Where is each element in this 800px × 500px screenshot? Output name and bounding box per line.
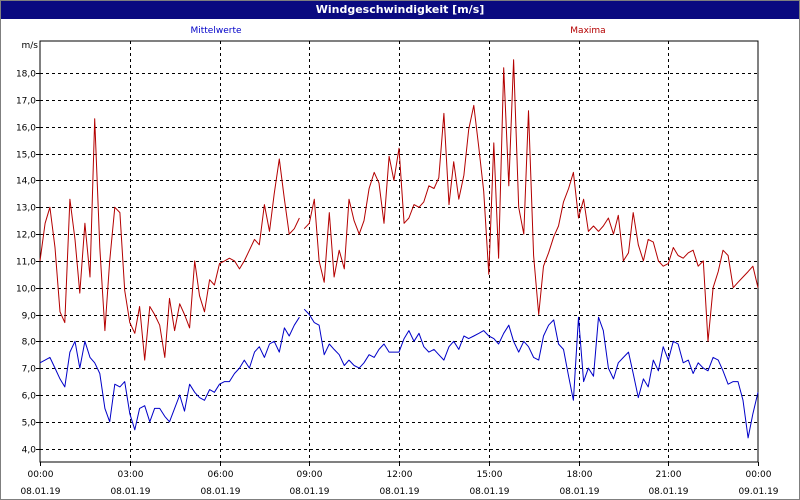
x-tick-label-time: 12:00 [387,470,413,480]
x-tick-label-time: 06:00 [208,470,234,480]
y-tick-label: 17,0 [16,97,36,107]
x-tick-label-time: 15:00 [477,470,503,480]
series-lines [39,59,759,439]
x-tick-label-date: 08.01.19 [20,487,60,497]
x-tick-label-date: 08.01.19 [648,487,688,497]
series-line-mittelwerte [39,316,300,431]
series-line-mittelwerte [303,308,759,439]
x-tick-label-time: 03:00 [118,470,144,480]
x-tick-label-time: 09:00 [297,470,323,480]
axes [36,40,759,466]
x-tick-label-date: 08.01.19 [110,487,150,497]
tick-labels: 4,0 5,0 6,0 7,0 8,0 9,0 10,0 11,0 12,0 13,0 14,0 15… [16,70,779,498]
y-tick-label: 18,0 [16,70,36,80]
legend-maxima: Maxima [570,26,605,36]
y-tick-label: 15,0 [16,151,36,161]
y-tick-label: 12,0 [16,231,36,241]
y-tick-label: 7,0 [22,365,37,375]
y-axis-label: m/s [22,41,39,51]
grid [40,41,758,462]
x-tick-label-date: 08.01.19 [469,487,509,497]
x-tick-label-date: 08.01.19 [379,487,419,497]
y-tick-label: 10,0 [16,285,36,295]
y-tick-label: 14,0 [16,177,36,187]
y-tick-label: 5,0 [22,419,37,429]
series-line-maxima [39,118,300,361]
x-tick-label-time: 21:00 [656,470,682,480]
y-tick-label: 4,0 [22,446,37,456]
y-tick-label: 9,0 [22,312,37,322]
y-tick-label: 8,0 [22,338,37,348]
series-line-maxima [303,59,759,342]
x-tick-label-time: 18:00 [567,470,593,480]
legend-mittelwerte: Mittelwerte [190,26,241,36]
y-tick-label: 6,0 [22,392,37,402]
x-tick-label-date: 08.01.19 [200,487,240,497]
x-tick-label-date: 09.01.19 [738,487,778,497]
y-tick-label: 16,0 [16,124,36,134]
y-tick-label: 11,0 [16,258,36,268]
y-tick-label: 13,0 [16,204,36,214]
chart-title: Windgeschwindigkeit [m/s] [1,1,799,19]
x-tick-label-date: 08.01.19 [289,487,329,497]
x-tick-label-date: 08.01.19 [559,487,599,497]
x-tick-label-time: 00:00 [746,470,772,480]
x-tick-label-time: 00:00 [28,470,54,480]
